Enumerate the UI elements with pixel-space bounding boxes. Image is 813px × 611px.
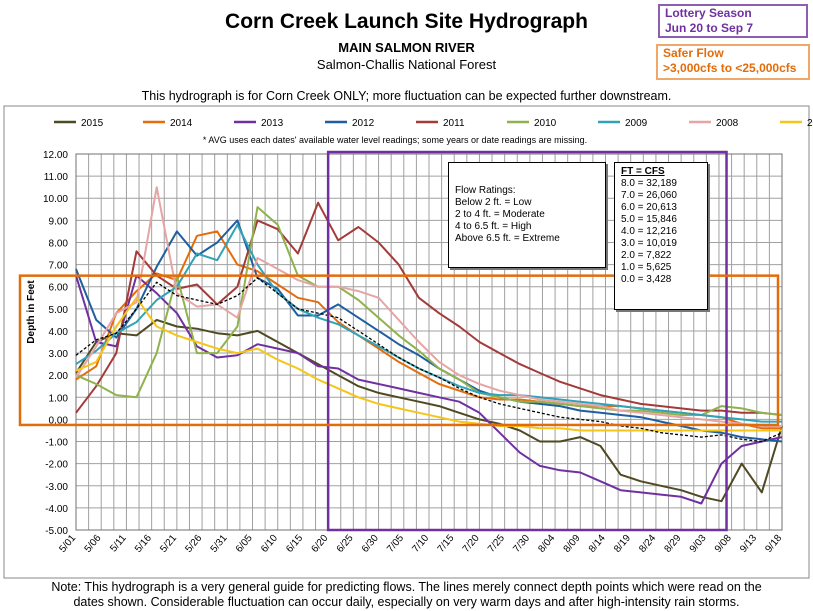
y-tick-label: 12.00	[43, 150, 68, 161]
flow-ratings-box: Flow Ratings: Below 2 ft. = Low 2 to 4 f…	[448, 162, 606, 268]
forest-name: Salmon-Challis National Forest	[316, 57, 497, 72]
flow-ratings-title: Flow Ratings:	[455, 185, 516, 196]
flow-rating-moderate: 2 to 4 ft. = Moderate	[455, 209, 545, 220]
legend-label: 2015	[81, 118, 104, 129]
chart-subtitle: MAIN SALMON RIVER	[338, 40, 475, 55]
cfs-row: 4.0 = 12,216	[621, 226, 677, 237]
flow-rating-low: Below 2 ft. = Low	[455, 197, 532, 208]
legend-label: 2008	[716, 118, 739, 129]
legend-label: 2014	[170, 118, 193, 129]
y-tick-label: 7.00	[49, 261, 69, 272]
cfs-row: 6.0 = 20,613	[621, 202, 677, 213]
y-tick-label: -3.00	[45, 482, 68, 493]
y-tick-label: -5.00	[45, 526, 68, 537]
series-line-2015	[75, 318, 783, 503]
series-line-2012	[75, 219, 783, 443]
safer-flow-box: Safer Flow >3,000cfs to <25,000cfs	[656, 44, 810, 80]
lottery-season-dates: Jun 20 to Sep 7	[665, 21, 754, 35]
series-line-AVG	[75, 277, 783, 443]
y-tick-label: 4.00	[49, 327, 69, 338]
cfs-row: 1.0 = 5,625	[621, 262, 672, 273]
avg-note: * AVG uses each dates' available water l…	[203, 135, 587, 145]
y-tick-label: -1.00	[45, 438, 68, 449]
ft-cfs-header: FT = CFS	[621, 166, 665, 177]
series-line-2007	[75, 296, 782, 432]
cfs-row: 0.0 = 3,428	[621, 274, 672, 285]
legend-label: 2013	[261, 118, 284, 129]
cfs-row: 5.0 = 15,846	[621, 214, 677, 225]
lottery-season-label: Lottery Season	[665, 6, 752, 20]
y-tick-label: 2.00	[49, 371, 69, 382]
cfs-row: 3.0 = 10,019	[621, 238, 677, 249]
y-tick-label: 8.00	[49, 238, 69, 249]
top-note: This hydrograph is for Corn Creek ONLY; …	[141, 89, 672, 103]
lottery-season-region	[326, 150, 728, 532]
footer-note: Note: This hydrograph is a very general …	[0, 580, 813, 610]
y-tick-label: 3.00	[49, 349, 69, 360]
series-line-2008	[75, 186, 782, 427]
legend-label: 2009	[625, 118, 648, 129]
y-tick-label: 0.00	[49, 415, 69, 426]
y-tick-label: 9.00	[49, 216, 69, 227]
y-tick-label: 10.00	[43, 194, 68, 205]
footer-line-2: dates shown. Considerable fluctuation ca…	[73, 595, 740, 609]
footer-line-1: Note: This hydrograph is a very general …	[51, 580, 762, 594]
cfs-row: 2.0 = 7,822	[621, 250, 672, 261]
legend-label: 2012	[352, 118, 375, 129]
series-line-2011	[75, 201, 783, 416]
legend-label: 2011	[443, 118, 465, 129]
safer-flow-range: >3,000cfs to <25,000cfs	[663, 61, 797, 75]
safer-flow-band	[18, 274, 780, 427]
y-tick-label: -4.00	[45, 504, 68, 515]
chart-title: Corn Creek Launch Site Hydrograph	[225, 10, 588, 33]
y-tick-label: 5.00	[49, 305, 69, 316]
flow-rating-extreme: Above 6.5 ft. = Extreme	[455, 233, 560, 244]
legend-label: 2010	[534, 118, 557, 129]
y-tick-label: -2.00	[45, 460, 68, 471]
cfs-row: 8.0 = 32,189	[621, 178, 677, 189]
flow-rating-high: 4 to 6.5 ft. = High	[455, 221, 532, 232]
y-tick-label: 6.00	[49, 283, 69, 294]
lottery-season-box: Lottery Season Jun 20 to Sep 7	[658, 4, 808, 38]
safer-flow-label: Safer Flow	[663, 46, 724, 60]
y-axis-label: Depth in Feet	[26, 280, 37, 344]
y-tick-label: 11.00	[44, 172, 69, 183]
legend-label: 2007	[807, 118, 813, 129]
ft-cfs-table: FT = CFS 8.0 = 32,189 7.0 = 26,060 6.0 =…	[614, 162, 708, 310]
series-line-2009	[75, 223, 782, 423]
cfs-row: 7.0 = 26,060	[621, 190, 677, 201]
y-tick-label: 1.00	[49, 393, 69, 404]
